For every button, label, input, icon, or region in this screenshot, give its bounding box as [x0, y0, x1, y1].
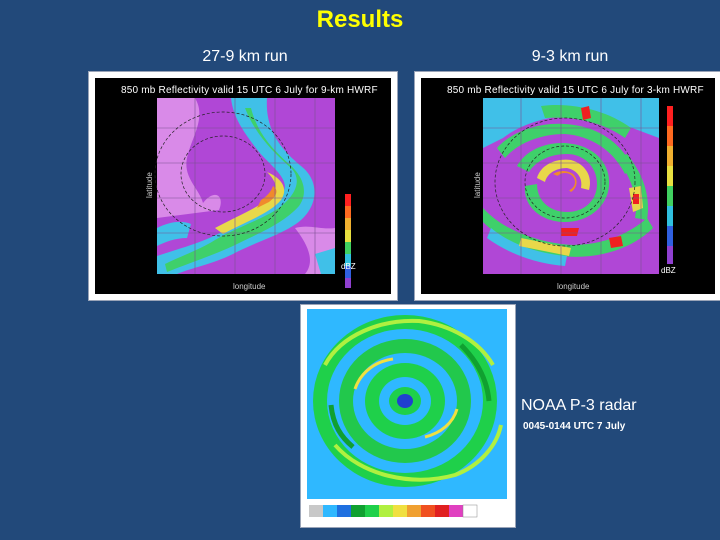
left-reflectivity-figure: 850 mb Reflectivity valid 15 UTC 6 July … [88, 71, 398, 301]
right-colorbar [667, 106, 673, 264]
left-plot-area: 850 mb Reflectivity valid 15 UTC 6 July … [95, 78, 391, 294]
right-plot-area: 850 mb Reflectivity valid 15 UTC 6 July … [421, 78, 715, 294]
radar-colorbar [309, 504, 478, 518]
right-ylabel: latitude [473, 172, 482, 198]
right-xlabel: longitude [557, 282, 590, 291]
right-reflectivity-figure: 850 mb Reflectivity valid 15 UTC 6 July … [414, 71, 720, 301]
right-unit-label: dBZ [661, 266, 676, 275]
left-reflectivity-map [154, 98, 351, 288]
left-plot-title: 850 mb Reflectivity valid 15 UTC 6 July … [121, 85, 378, 96]
left-ylabel: latitude [145, 172, 154, 198]
radar-figure: NOAA P-3 radar 0045-0144 UTC 7 July [300, 304, 637, 528]
radar-reflectivity-map [307, 309, 507, 518]
radar-time-label: 0045-0144 UTC 7 July [523, 421, 626, 432]
right-panel-caption: 9-3 km run [531, 48, 609, 65]
radar-label: NOAA P-3 radar [521, 397, 637, 414]
right-reflectivity-map [483, 98, 673, 274]
left-colorbar [345, 194, 351, 288]
right-plot-title: 850 mb Reflectivity valid 15 UTC 6 July … [447, 85, 704, 96]
slide-title: Results [316, 6, 404, 33]
left-panel-caption: 27-9 km run [202, 48, 288, 65]
left-xlabel: longitude [233, 282, 266, 291]
left-unit-label: dBZ [341, 262, 356, 271]
